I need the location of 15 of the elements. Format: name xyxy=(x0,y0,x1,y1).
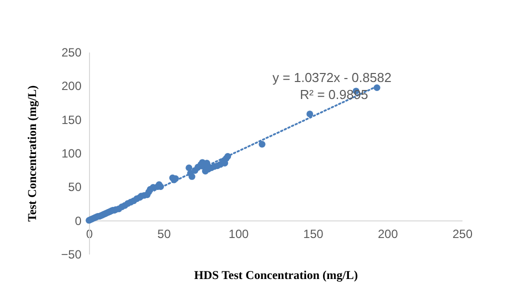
annotation: y = 1.0372x - 0.8582 xyxy=(272,70,392,85)
y-tick-label: 0 xyxy=(74,214,82,228)
x-axis-title: HDS Test Concentration (mg/L) xyxy=(194,268,358,282)
y-axis-title: Test Concentration (mg/L) xyxy=(25,85,40,222)
x-tick-label: 100 xyxy=(228,226,250,241)
x-tick-label: 50 xyxy=(157,226,172,241)
y-tick-label: 200 xyxy=(61,79,82,94)
y-tick-label: 250 xyxy=(61,46,82,60)
y-tick-label: 150 xyxy=(61,112,82,127)
x-tick-label: 150 xyxy=(303,226,324,241)
y-tick-label: 50 xyxy=(68,180,82,194)
y-tick-label: 100 xyxy=(61,146,82,160)
y-tick-label: −50 xyxy=(61,248,82,262)
x-tick-label: 200 xyxy=(378,226,398,241)
x-tick-label: 250 xyxy=(452,226,473,241)
